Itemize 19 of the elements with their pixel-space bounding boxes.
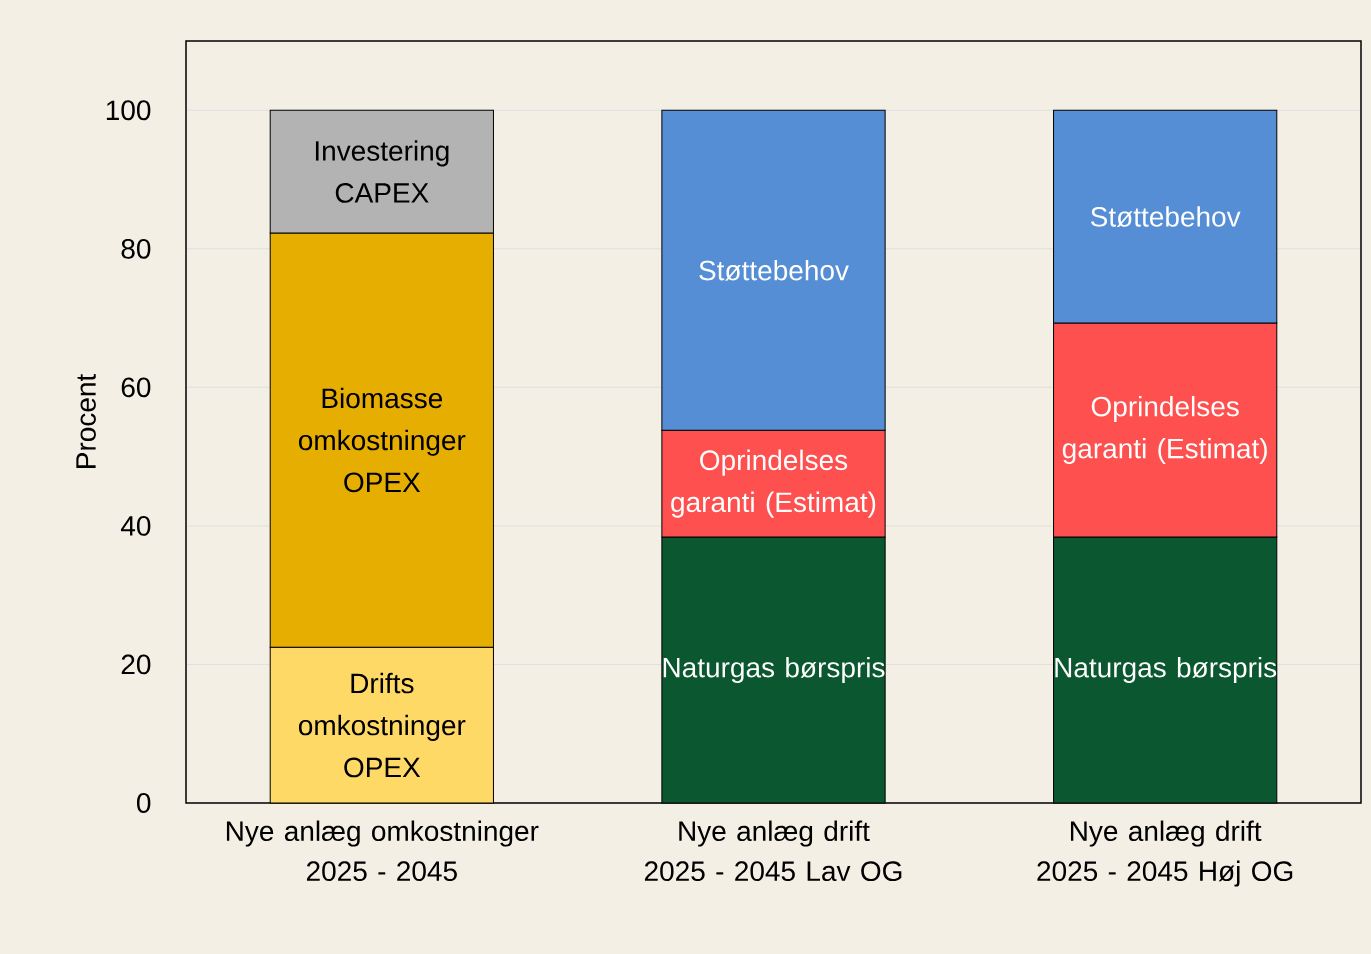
- text: Naturgas børspris: [663, 656, 885, 684]
- y-axis-title: Procent: [76, 373, 96, 468]
- series-label: Drifts omkostninger OPEX: [298, 672, 466, 778]
- series-label: Naturgas børspris: [1055, 656, 1277, 684]
- x-tick-label: Nye anlæg drift 2025 - 2045 Høj OG: [1037, 820, 1293, 887]
- y-tick-label: 20: [121, 654, 151, 675]
- series-label: Biomasse omkostninger OPEX: [298, 387, 466, 493]
- series-label: Støttebehov: [1090, 206, 1241, 227]
- y-tick-label: 80: [121, 238, 151, 259]
- y-tick-label: 0: [136, 793, 151, 813]
- text: Støttebehov: [699, 259, 849, 281]
- y-tick-label: 100: [106, 100, 151, 121]
- y-tick-label: 40: [120, 516, 151, 536]
- series-label: Investering CAPEX: [315, 140, 449, 203]
- x-tick-label: Nye anlæg omkostninger 2025 - 2045: [226, 820, 539, 882]
- text: Oprindelses garanti (Estimat): [1062, 395, 1267, 464]
- series-label: Oprindelses garanti (Estimat): [671, 449, 876, 518]
- x-tick-label: Nye anlæg drift 2025 - 2045 Lav OG: [644, 820, 902, 882]
- y-tick-label: 60: [121, 377, 151, 398]
